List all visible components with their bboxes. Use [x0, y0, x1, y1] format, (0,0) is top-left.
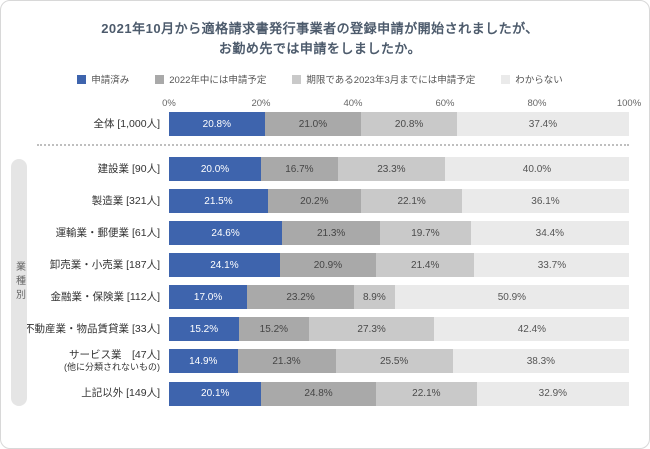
row-label: 卸売業・小売業 [187人]: [49, 258, 160, 271]
bar-segment: 19.7%: [380, 221, 471, 246]
bar-segment: 27.3%: [308, 317, 435, 342]
stacked-bar: 14.9% 21.3% 25.5% 38.3%: [169, 349, 629, 374]
stacked-bar: 15.2% 15.2% 27.3% 42.4%: [169, 317, 630, 342]
bar-segment: 20.1%: [169, 381, 262, 406]
bar-segment: 20.8%: [169, 112, 265, 137]
x-tick: 100%: [616, 98, 642, 110]
bar-segment: 21.0%: [264, 112, 362, 137]
x-axis: 0% 20% 40% 60% 80% 100%: [11, 98, 641, 112]
legend-swatch: [77, 74, 87, 84]
bar-segment: 32.9%: [477, 381, 629, 406]
bar-segment: 42.4%: [434, 317, 630, 342]
industry-rows: 建設業 [90人] 20.0% 16.7% 23.3% 40.0% 製造業 [321人] 2…: [11, 157, 630, 413]
chart-row: 上記以外 [149人] 20.1% 24.8% 22.1% 32.9%: [11, 381, 629, 406]
chart-title: 2021年10月から適格請求書発行事業者の登録申請が開始されましたが、 お勤め先…: [11, 19, 629, 59]
bar-segment: 20.2%: [267, 189, 361, 214]
x-tick: 40%: [343, 98, 363, 110]
legend-swatch: [155, 74, 165, 84]
x-axis-ticks: 0% 20% 40% 60% 80% 100%: [162, 98, 641, 112]
row-label: 建設業 [90人]: [97, 162, 160, 175]
legend-label: わからない: [515, 75, 563, 87]
row-sublabel: (他に分類されないもの): [64, 362, 160, 373]
stacked-bar: 20.8% 21.0% 20.8% 37.4%: [169, 112, 629, 137]
row-label: 金融業・保険業 [112人]: [50, 290, 161, 303]
bar-segment: 38.3%: [452, 349, 629, 374]
legend-label: 2022年中には申請予定: [169, 75, 267, 87]
chart-title-line1: 2021年10月から適格請求書発行事業者の登録申請が開始されましたが、: [101, 21, 539, 36]
stacked-bar: 24.1% 20.9% 21.4% 33.7%: [169, 253, 630, 278]
bar-segment: 8.9%: [353, 285, 395, 310]
stacked-bar: 20.1% 24.8% 22.1% 32.9%: [169, 381, 629, 406]
bar-segment: 22.1%: [375, 381, 478, 406]
bar-segment: 23.3%: [337, 157, 445, 182]
bar-segment: 16.7%: [261, 157, 338, 182]
stacked-bar: 17.0% 23.2% 8.9% 50.9%: [169, 285, 629, 310]
legend-item: わからない: [501, 72, 563, 86]
row-label: 製造業 [321人]: [91, 194, 160, 207]
bar-segment: 15.2%: [169, 317, 239, 342]
legend-swatch: [501, 74, 511, 84]
bar-segment: 14.9%: [169, 349, 238, 374]
bar-segment: 25.5%: [335, 349, 453, 374]
bar-segment: 22.1%: [360, 189, 463, 214]
bar-segment: 33.7%: [474, 253, 630, 278]
stacked-bar: 24.6% 21.3% 19.7% 34.4%: [169, 221, 629, 246]
separator-dotted: [37, 144, 629, 147]
row-label: 不動産業・物品賃貸業 [33人]: [24, 322, 160, 335]
row-label: サービス業 [47人] (他に分類されないもの): [11, 349, 169, 373]
chart-row: 製造業 [321人] 21.5% 20.2% 22.1% 36.1%: [11, 189, 629, 214]
row-label: 上記以外 [149人]: [81, 387, 160, 400]
legend-item: 2022年中には申請予定: [155, 72, 266, 86]
bar-segment: 24.8%: [261, 381, 376, 406]
axis-label-spacer: [11, 98, 169, 112]
bar-segment: 23.2%: [247, 285, 354, 310]
bar-segment: 20.8%: [361, 112, 457, 137]
legend-label: 申請済み: [91, 75, 130, 87]
chart-title-line2: お勤め先では申請をしましたか。: [218, 41, 422, 57]
row-label: 全体 [1,000人]: [93, 117, 160, 130]
chart-row: 全体 [1,000人] 20.8% 21.0% 20.8% 37.4%: [11, 112, 629, 137]
bar-segment: 24.1%: [169, 253, 280, 278]
bar-segment: 50.9%: [394, 285, 629, 310]
stacked-bar: 21.5% 20.2% 22.1% 36.1%: [169, 189, 629, 214]
bar-segment: 37.4%: [456, 112, 629, 137]
bar-segment: 36.1%: [462, 189, 629, 214]
bar-segment: 24.6%: [169, 221, 283, 246]
bar-segment: 17.0%: [169, 285, 248, 310]
bar-segment: 21.5%: [169, 189, 268, 214]
legend: 申請済み 2022年中には申請予定 期限である2023年3月までには申請予定 わからな…: [11, 72, 629, 86]
chart-row: 不動産業・物品賃貸業 [33人] 15.2% 15.2% 27.3% 42.4%: [11, 317, 630, 342]
legend-swatch: [292, 74, 302, 84]
bar-segment: 15.2%: [238, 317, 309, 342]
legend-item: 申請済み: [77, 72, 129, 86]
chart-row: サービス業 [47人] (他に分類されないもの) 14.9% 21.3% 25.5% 38…: [11, 349, 629, 374]
industry-section: 業種別 建設業 [90人] 20.0% 16.7% 23.3% 40.0% 製造業 [32…: [11, 157, 630, 413]
x-tick: 0%: [162, 98, 176, 110]
x-tick: 80%: [527, 98, 547, 110]
bar-segment: 21.3%: [237, 349, 336, 374]
chart-row: 金融業・保険業 [112人] 17.0% 23.2% 8.9% 50.9%: [11, 285, 629, 310]
chart-row: 建設業 [90人] 20.0% 16.7% 23.3% 40.0%: [11, 157, 629, 182]
chart-row: 運輸業・郵便業 [61人] 24.6% 21.3% 19.7% 34.4%: [11, 221, 629, 246]
industry-group-pill: 業種別: [11, 159, 27, 406]
overall-rows: 全体 [1,000人] 20.8% 21.0% 20.8% 37.4%: [11, 112, 629, 137]
legend-label: 期限である2023年3月までには申請予定: [306, 75, 476, 87]
bar-segment: 20.0%: [169, 157, 261, 182]
industry-group-label: 業種別: [13, 261, 25, 304]
chart-row: 卸売業・小売業 [187人] 24.1% 20.9% 21.4% 33.7%: [11, 253, 630, 278]
stacked-bar: 20.0% 16.7% 23.3% 40.0%: [169, 157, 629, 182]
bar-segment: 21.4%: [375, 253, 475, 278]
x-tick: 20%: [251, 98, 271, 110]
legend-item: 期限である2023年3月までには申請予定: [292, 72, 475, 86]
x-tick: 60%: [435, 98, 455, 110]
row-label: 運輸業・郵便業 [61人]: [55, 226, 160, 239]
bar-segment: 34.4%: [470, 221, 629, 246]
bar-segment: 20.9%: [279, 253, 376, 278]
bar-segment: 40.0%: [444, 157, 629, 182]
bar-segment: 21.3%: [282, 221, 381, 246]
